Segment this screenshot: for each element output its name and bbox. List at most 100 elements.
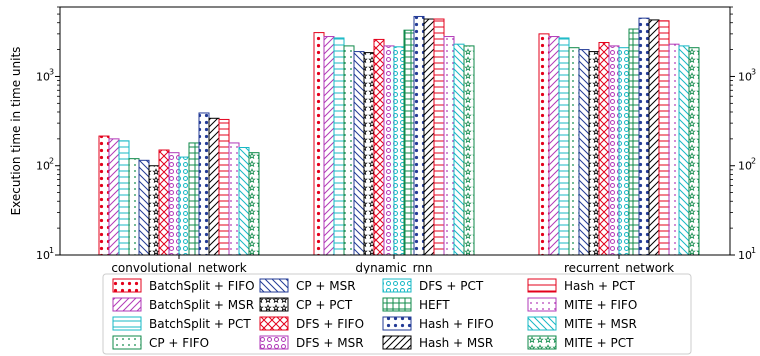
bar-dfs-pct-recurrent-network [618,47,630,256]
y-tick-label-right-exponent: 3 [751,67,756,76]
bar-batchsplit-fifo-dynamic-rnn [313,32,325,256]
legend-label-heft: HEFT [419,298,450,312]
bar-heft-dynamic-rnn [403,29,415,256]
y-tick-label-left-exponent: 2 [49,157,54,166]
bar-cp-pct-dynamic-rnn [363,52,375,256]
legend-swatch-batchsplit-msr [112,297,142,312]
bar-batchsplit-pct-dynamic-rnn [333,37,345,256]
bar-mite-pct-convolutional-network [248,152,260,256]
bar-batchsplit-pct-recurrent-network [558,37,570,256]
bar-dfs-pct-dynamic-rnn [393,46,405,256]
bar-dfs-fifo-recurrent-network [598,42,610,256]
bar-heft-recurrent-network [628,28,640,256]
legend-label-mite-pct: MITE + PCT [564,336,634,350]
legend: BatchSplit + FIFO BatchSplit + MSR BatchSp… [102,273,692,355]
legend-swatch-hash-msr [382,335,412,350]
bar-mite-pct-recurrent-network [688,47,700,256]
legend-swatch-mite-pct [527,335,557,350]
x-tick-label-dynamic-rnn: dynamic_rnn [355,261,432,275]
bar-dfs-fifo-convolutional-network [158,149,170,256]
bar-batchsplit-pct-convolutional-network [118,140,130,256]
legend-swatch-hash-pct [527,278,557,293]
y-tick-label-left-base: 10 [36,70,50,83]
bar-mite-msr-recurrent-network [678,45,690,256]
bar-cp-msr-dynamic-rnn [353,51,365,256]
bar-mite-pct-dynamic-rnn [463,45,475,256]
legend-frame [102,273,692,355]
y-tick-label-left-exponent: 1 [49,246,54,255]
bar-cp-msr-recurrent-network [578,49,590,256]
legend-label-mite-msr: MITE + MSR [564,317,637,331]
legend-label-dfs-pct: DFS + PCT [419,279,484,293]
legend-swatch-cp-fifo [112,335,142,350]
bar-dfs-msr-convolutional-network [168,152,180,256]
legend-swatch-dfs-msr [259,335,289,350]
legend-swatch-mite-fifo [527,297,557,312]
bar-cp-pct-convolutional-network [148,165,160,256]
y-tick-label-right-exponent: 2 [751,157,756,166]
legend-label-cp-pct: CP + PCT [296,298,353,312]
legend-label-batchsplit-pct: BatchSplit + PCT [149,317,251,331]
bar-mite-fifo-convolutional-network [228,142,240,256]
bar-hash-pct-recurrent-network [658,20,670,256]
legend-swatch-dfs-pct [382,278,412,293]
x-axis: convolutional_network dynamic_rnn recurren… [111,255,674,275]
bar-hash-msr-convolutional-network [208,117,220,256]
bar-cp-fifo-convolutional-network [128,158,140,256]
legend-swatch-batchsplit-pct [112,316,142,331]
bars-layer [98,15,700,256]
bar-hash-fifo-recurrent-network [638,17,650,256]
legend-label-mite-fifo: MITE + FIFO [564,298,637,312]
bar-hash-msr-recurrent-network [648,19,660,256]
legend-label-batchsplit-msr: BatchSplit + MSR [149,298,254,312]
y-tick-label-right-base: 10 [738,249,752,262]
bar-mite-msr-dynamic-rnn [453,43,465,256]
plot-frame [59,6,731,256]
legend-label-hash-fifo: Hash + FIFO [419,317,494,331]
bar-batchsplit-msr-dynamic-rnn [323,36,335,256]
bar-cp-fifo-dynamic-rnn [343,45,355,256]
bar-batchsplit-msr-recurrent-network [548,36,560,256]
bar-batchsplit-fifo-recurrent-network [538,33,550,256]
legend-swatch-hash-fifo [382,316,412,331]
bar-hash-fifo-convolutional-network [198,112,210,256]
bar-dfs-msr-recurrent-network [608,45,620,256]
y-tick-label-right-exponent: 1 [751,246,756,255]
bar-cp-msr-convolutional-network [138,159,150,256]
legend-label-hash-msr: Hash + MSR [419,336,493,350]
bar-hash-fifo-dynamic-rnn [413,15,425,256]
legend-label-dfs-fifo: DFS + FIFO [296,317,364,331]
legend-swatch-cp-pct [259,297,289,312]
legend-label-cp-msr: CP + MSR [296,279,356,293]
y-axis-label: Execution time in time units [9,47,23,216]
legend-swatch-mite-msr [527,316,557,331]
bar-dfs-msr-dynamic-rnn [383,45,395,256]
bar-mite-fifo-recurrent-network [668,43,680,256]
y-tick-label-right-base: 10 [738,160,752,173]
legend-swatch-batchsplit-fifo [112,278,142,293]
legend-label-batchsplit-fifo: BatchSplit + FIFO [149,279,255,293]
bar-batchsplit-msr-convolutional-network [108,138,120,256]
bar-dfs-fifo-dynamic-rnn [373,38,385,256]
x-tick-label-convolutional-network: convolutional_network [111,261,246,275]
bar-hash-pct-convolutional-network [218,118,230,256]
legend-label-hash-pct: Hash + PCT [564,279,636,293]
bar-cp-pct-recurrent-network [588,51,600,256]
bar-hash-pct-dynamic-rnn [433,18,445,256]
y-tick-label-left-exponent: 3 [49,67,54,76]
legend-label-dfs-msr: DFS + MSR [296,336,364,350]
x-tick-label-recurrent-network: recurrent_network [564,261,674,275]
legend-label-cp-fifo: CP + FIFO [149,336,209,350]
bar-batchsplit-fifo-convolutional-network [98,135,110,256]
y-tick-label-left-base: 10 [36,160,50,173]
bar-hash-msr-dynamic-rnn [423,18,435,256]
y-tick-label-left-base: 10 [36,249,50,262]
legend-swatch-cp-msr [259,278,289,293]
bar-cp-fifo-recurrent-network [568,47,580,256]
bar-mite-fifo-dynamic-rnn [443,36,455,256]
bar-mite-msr-convolutional-network [238,147,250,256]
legend-swatch-dfs-fifo [259,316,289,331]
y-tick-label-right-base: 10 [738,70,752,83]
